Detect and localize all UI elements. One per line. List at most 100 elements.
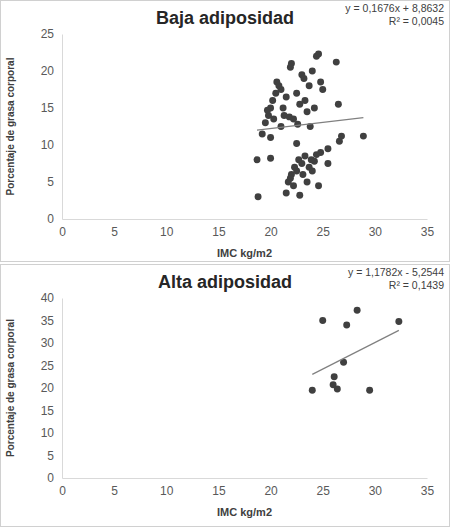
scatter-point xyxy=(395,318,402,325)
y-tick: 10 xyxy=(41,138,62,152)
chart-frame xyxy=(1,1,450,262)
scatter-point xyxy=(331,373,338,380)
chart-title: Alta adiposidad xyxy=(158,272,292,292)
x-tick-label: 15 xyxy=(212,225,226,239)
x-tick: 25 xyxy=(317,219,331,239)
x-tick-label: 5 xyxy=(111,484,118,498)
trendline-equation: y = 1,1782x - 5,2544 xyxy=(348,266,444,278)
scatter-point xyxy=(267,134,274,141)
x-axis-title: IMC kg/m2 xyxy=(217,506,272,518)
scatter-point xyxy=(304,108,311,115)
trendline xyxy=(257,118,363,131)
scatter-point xyxy=(293,140,300,147)
x-tick: 0 xyxy=(59,219,66,239)
chart-panel: 051015202530354005101520253035Alta adipo… xyxy=(1,265,450,527)
y-tick-label: 35 xyxy=(41,314,55,328)
x-tick-label: 15 xyxy=(212,484,226,498)
y-axis: 0510152025303540 xyxy=(41,291,63,485)
chart-panel: 051015202505101520253035Baja adiposidady… xyxy=(1,1,450,262)
x-axis-line xyxy=(63,219,428,220)
x-tick: 15 xyxy=(212,478,226,498)
y-tick: 5 xyxy=(47,449,62,463)
scatter-point xyxy=(309,387,316,394)
scatter-point xyxy=(298,160,305,167)
scatter-point xyxy=(302,97,309,104)
figure: 0 5 10 15 20 25 0 5 10 15 20 25 30 35 Baja adiposidad y… xyxy=(0,0,450,527)
y-tick-label: 40 xyxy=(41,291,55,305)
scatter-point xyxy=(315,51,322,58)
scatter-point xyxy=(319,317,326,324)
x-tick: 20 xyxy=(264,478,278,498)
chart-frame xyxy=(1,265,450,527)
y-tick: 40 xyxy=(41,291,62,305)
scatter-point xyxy=(334,385,341,392)
scatter-point xyxy=(309,167,316,174)
y-axis-title: Porcentaje de grasa corporal xyxy=(5,57,16,195)
y-axis: 0 5 10 15 20 25 xyxy=(41,27,63,226)
scatter-point xyxy=(304,179,311,186)
x-tick: 30 xyxy=(369,478,383,498)
plot-area xyxy=(309,307,403,394)
x-tick-label: 0 xyxy=(59,225,66,239)
scatter-point xyxy=(311,105,318,112)
x-tick-label: 10 xyxy=(160,484,174,498)
x-axis: 0 5 10 15 20 25 30 35 xyxy=(59,219,434,239)
scatter-point xyxy=(335,101,342,108)
scatter-point xyxy=(338,133,345,140)
y-tick-label: 0 xyxy=(47,471,54,485)
scatter-point xyxy=(280,105,287,112)
x-tick-label: 30 xyxy=(369,225,383,239)
y-tick-label: 5 xyxy=(47,449,54,463)
scatter-point xyxy=(309,68,316,75)
y-axis-line xyxy=(62,299,63,479)
scatter-point xyxy=(300,75,307,82)
scatter-point xyxy=(360,133,367,140)
scatter-point xyxy=(270,116,277,123)
x-tick: 5 xyxy=(111,219,118,239)
scatter-point xyxy=(302,153,309,160)
y-tick-label: 0 xyxy=(47,212,54,226)
x-tick-label: 0 xyxy=(59,484,66,498)
scatter-point xyxy=(317,79,324,86)
scatter-point xyxy=(262,119,269,126)
trendline-r2: R² = 0,1439 xyxy=(389,279,444,291)
x-tick-label: 35 xyxy=(421,484,435,498)
x-tick-label: 25 xyxy=(317,225,331,239)
scatter-point xyxy=(288,60,295,67)
y-tick-label: 20 xyxy=(41,381,55,395)
scatter-point xyxy=(324,160,331,167)
scatter-point xyxy=(290,182,297,189)
y-tick-label: 25 xyxy=(41,27,55,41)
x-tick-label: 20 xyxy=(264,225,278,239)
scatter-point xyxy=(283,190,290,197)
y-axis-title: Porcentaje de grasa corporal xyxy=(5,319,16,457)
y-tick-label: 15 xyxy=(41,101,55,115)
scatter-point xyxy=(254,156,261,163)
scatter-point xyxy=(354,307,361,314)
scatter-point xyxy=(293,90,300,97)
scatter-point xyxy=(306,82,313,89)
scatter-point xyxy=(311,158,318,165)
plot-area xyxy=(254,51,367,201)
y-tick: 25 xyxy=(41,27,62,41)
y-tick: 35 xyxy=(41,314,62,328)
x-axis-line xyxy=(63,478,428,479)
x-axis-title: IMC kg/m2 xyxy=(217,247,272,259)
y-tick-label: 5 xyxy=(47,175,54,189)
x-tick: 0 xyxy=(59,478,66,498)
x-tick: 30 xyxy=(369,219,383,239)
x-tick-label: 10 xyxy=(160,225,174,239)
x-tick: 35 xyxy=(421,478,435,498)
y-tick-label: 20 xyxy=(41,64,55,78)
chart-title: Baja adiposidad xyxy=(156,8,294,28)
x-tick-label: 35 xyxy=(421,225,435,239)
scatter-point xyxy=(333,59,340,66)
x-tick-label: 5 xyxy=(111,225,118,239)
y-tick: 30 xyxy=(41,336,62,350)
x-axis: 05101520253035 xyxy=(59,478,434,498)
trendline xyxy=(312,330,399,374)
x-tick: 10 xyxy=(160,478,174,498)
y-tick-label: 10 xyxy=(41,138,55,152)
x-tick: 15 xyxy=(212,219,226,239)
scatter-point xyxy=(255,193,262,200)
